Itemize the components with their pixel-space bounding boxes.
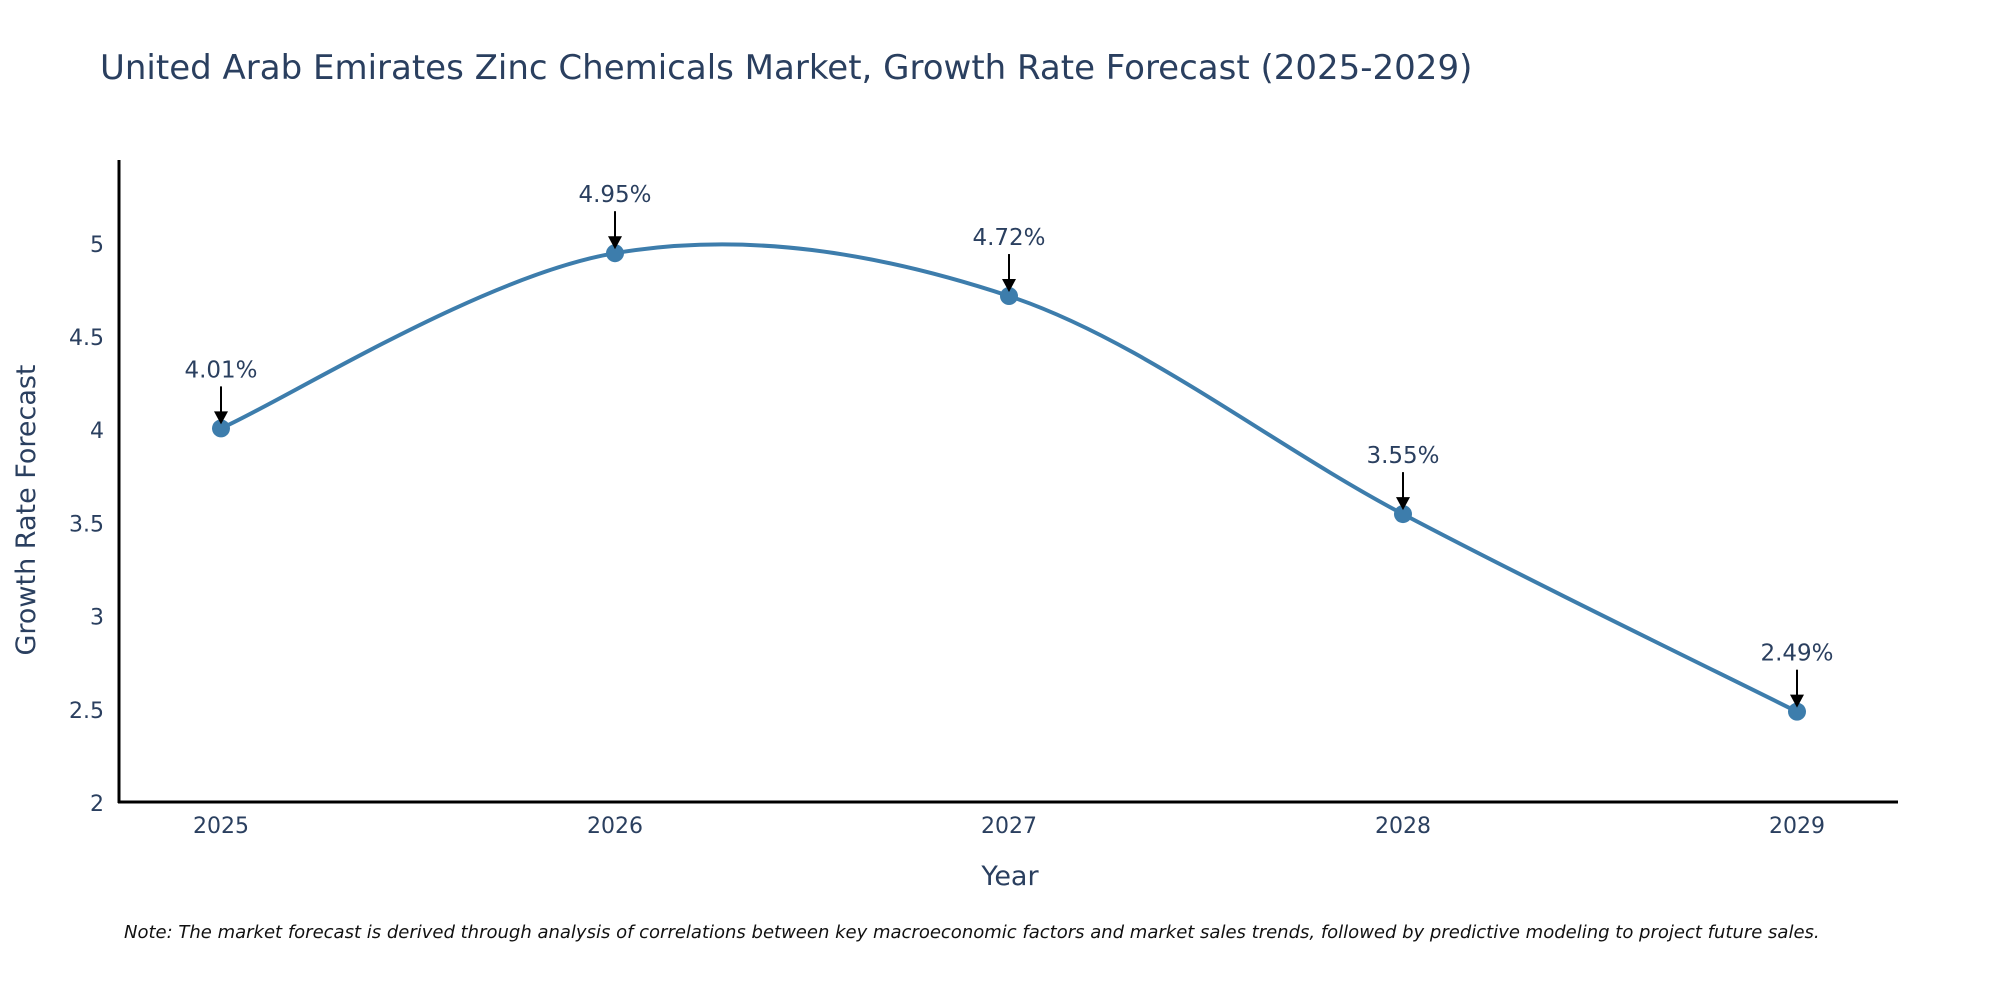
y-tick-label: 3: [90, 606, 104, 631]
x-tick-label: 2026: [587, 814, 643, 839]
x-axis-label: Year: [980, 861, 1039, 892]
data-point: [1394, 505, 1412, 524]
data-label: 2.49%: [1760, 641, 1833, 667]
y-tick-label: 2.5: [69, 699, 104, 724]
data-point: [212, 419, 230, 438]
x-tick-label: 2029: [1769, 814, 1825, 839]
data-point: [606, 244, 624, 263]
data-label: 4.72%: [972, 225, 1045, 251]
data-label: 4.95%: [578, 182, 651, 208]
footnote: Note: The market forecast is derived thr…: [124, 922, 1820, 943]
data-label: 4.01%: [184, 357, 257, 383]
y-axis-label: Growth Rate Forecast: [11, 364, 42, 655]
annotation-arrow-head: [1790, 694, 1804, 708]
y-tick-label: 3.5: [69, 512, 104, 537]
data-point: [1788, 702, 1806, 721]
x-tick-label: 2028: [1375, 814, 1431, 839]
data-label: 3.55%: [1366, 443, 1439, 469]
x-tick-label: 2027: [981, 814, 1037, 839]
x-tick-label: 2025: [193, 814, 249, 839]
annotation-arrow-head: [608, 236, 622, 250]
y-tick-label: 4.5: [69, 326, 104, 351]
annotation-arrow-head: [1002, 279, 1016, 293]
y-tick-label: 5: [90, 233, 104, 258]
annotation-arrow-head: [1396, 497, 1410, 511]
annotation-arrow-head: [214, 411, 228, 425]
data-point: [1000, 287, 1018, 306]
y-tick-label: 4: [90, 419, 104, 444]
chart-title: United Arab Emirates Zinc Chemicals Mark…: [100, 48, 1472, 88]
series-line: [220, 242, 1798, 714]
y-tick-label: 2: [90, 792, 104, 817]
